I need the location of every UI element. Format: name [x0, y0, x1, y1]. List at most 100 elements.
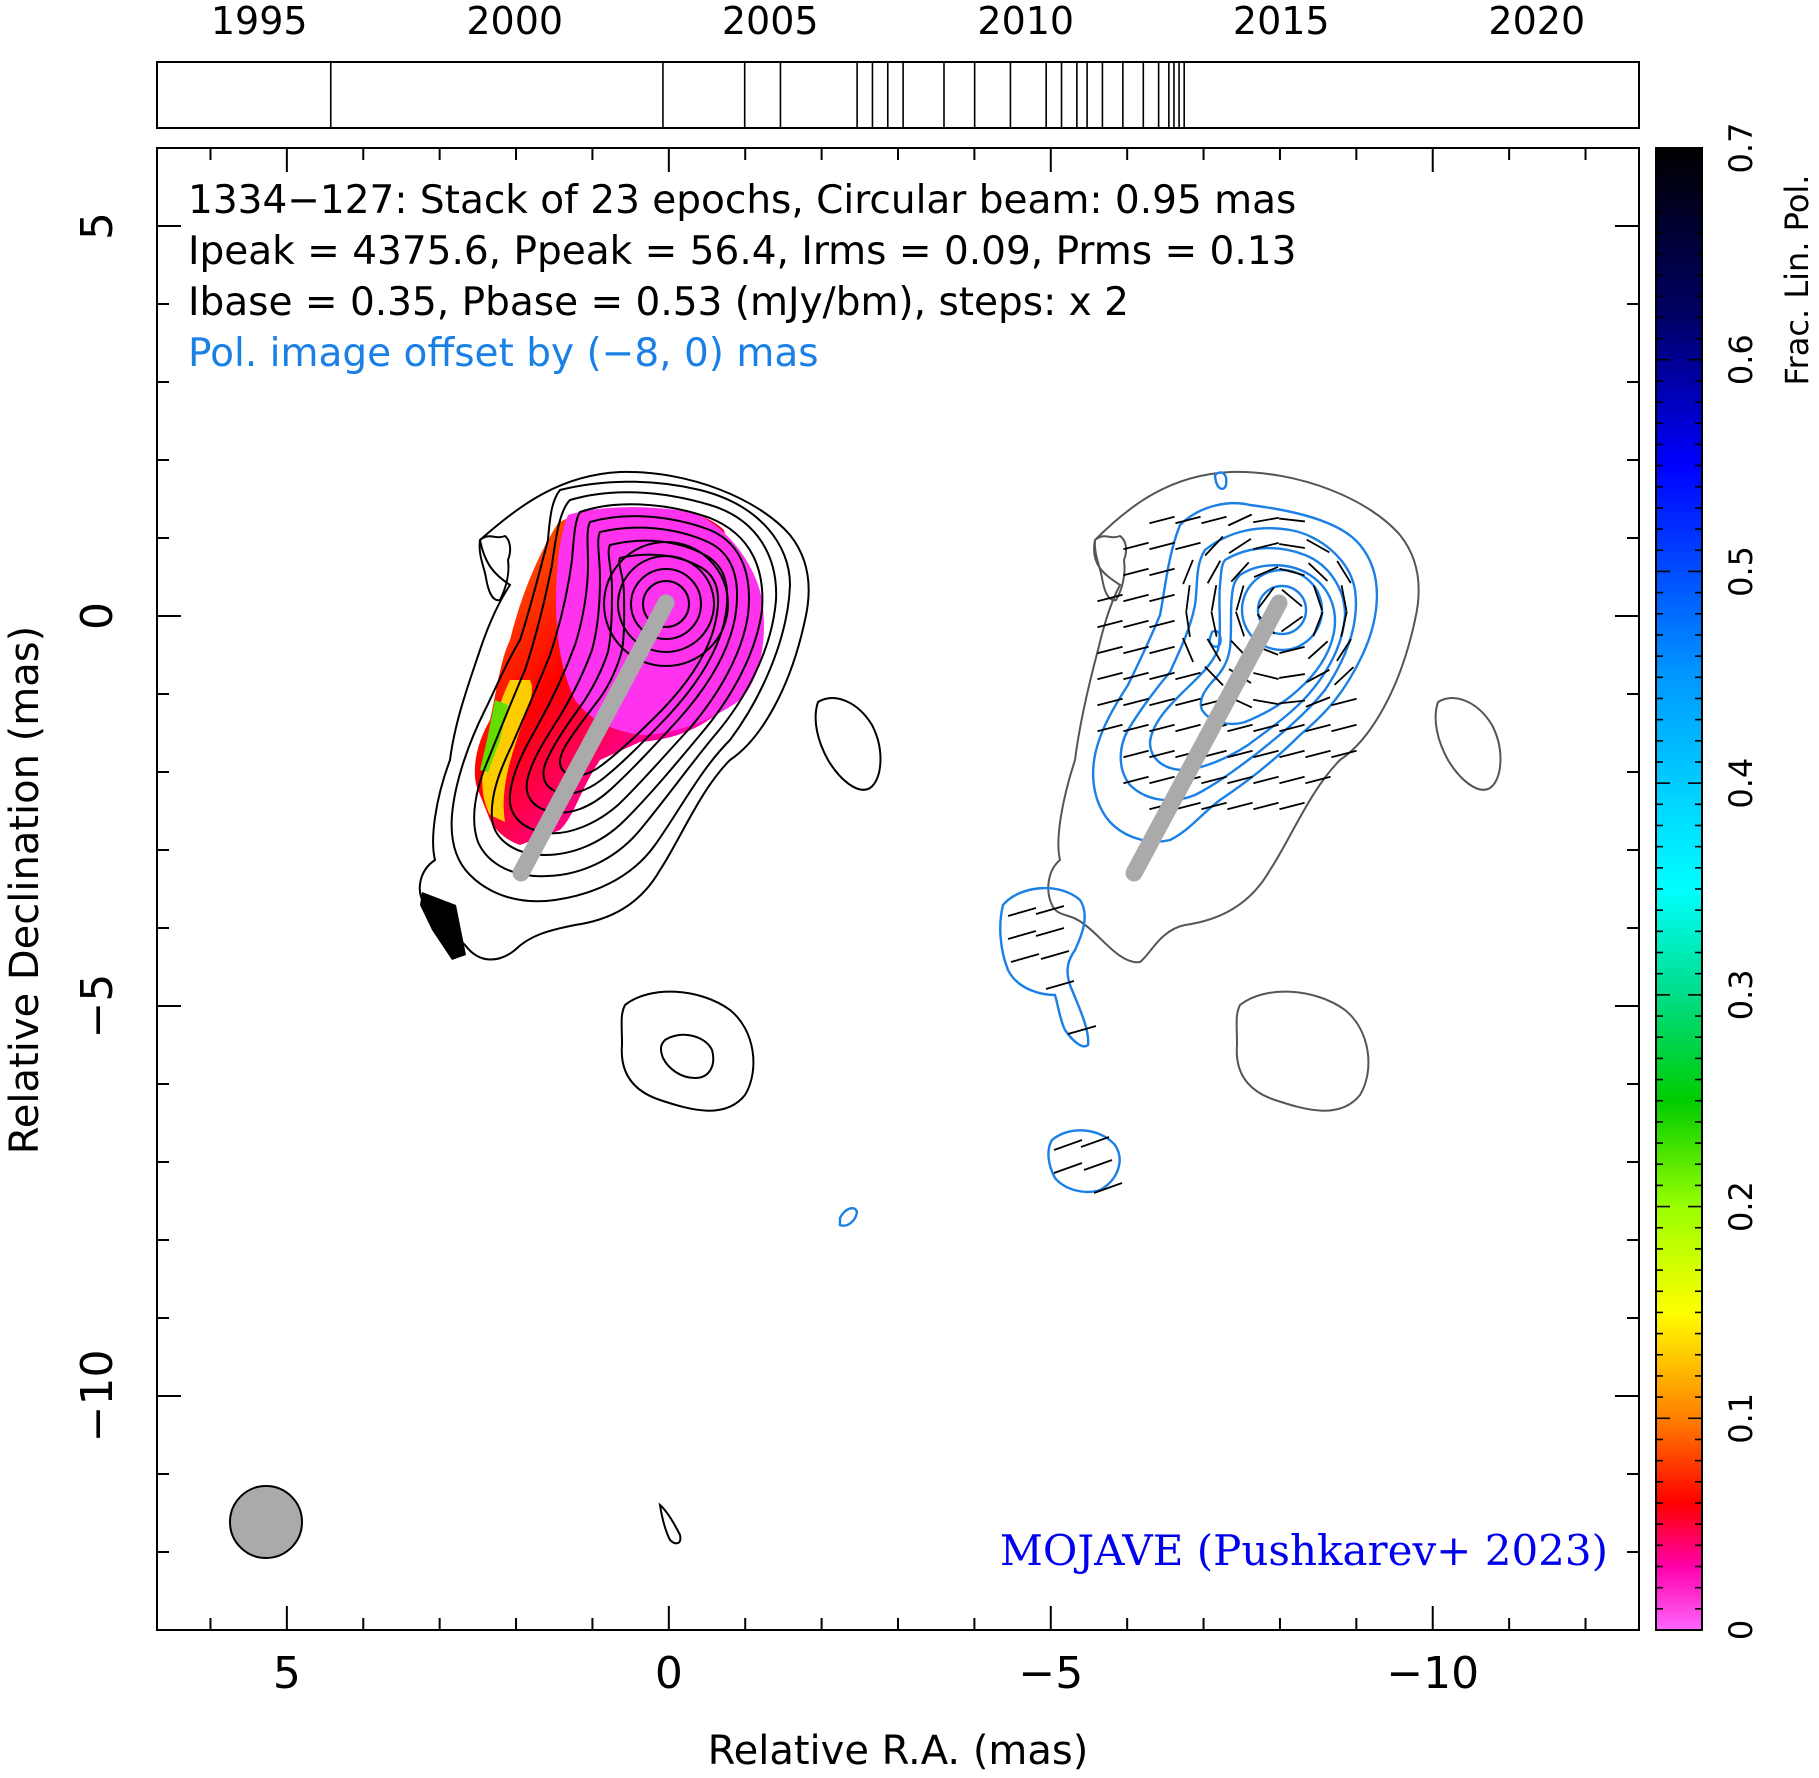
pol-panel-i-east-blob	[1434, 697, 1502, 791]
evpa-tick	[1279, 543, 1305, 549]
evpa-tick	[1149, 645, 1175, 655]
contour-level-6	[525, 526, 739, 814]
evpa-tick	[1149, 593, 1175, 603]
evpa-tick	[1235, 611, 1245, 637]
evpa-tick	[1040, 950, 1070, 960]
evpa-tick	[1175, 697, 1201, 707]
evpa-tick	[1149, 723, 1175, 733]
evpa-tick	[1227, 749, 1253, 759]
evpa-tick	[1278, 699, 1306, 705]
evpa-tick	[1149, 775, 1175, 785]
colorbar-tick-label: 0.2	[1722, 1181, 1760, 1232]
evpa-tick	[1123, 593, 1149, 603]
colorbar-tick-label: 0.5	[1722, 546, 1760, 597]
timeline-tick-label: 2000	[466, 0, 563, 43]
evpa-tick	[1253, 698, 1279, 706]
evpa-tick	[1253, 801, 1279, 811]
evpa-tick	[1253, 775, 1279, 785]
evpa-tick	[1175, 723, 1201, 733]
evpa-tick	[1253, 749, 1279, 759]
contour-core-1	[603, 541, 729, 667]
evpa-tick	[1313, 585, 1323, 611]
evpa-tick	[1149, 541, 1175, 551]
axis-tick-labels: 5 0 −5 −10 5 0 −5 −10	[72, 212, 1479, 1699]
contour-core-4	[642, 580, 690, 628]
evpa-tick	[1175, 515, 1201, 525]
evpa-tick	[1149, 671, 1175, 681]
colorbar-tick-label: 0.7	[1722, 123, 1760, 174]
evpa-tick	[1253, 566, 1279, 578]
colorbar-tick-labels: 0 0.1 0.2 0.3 0.4 0.5 0.6 0.7	[1722, 123, 1760, 1641]
evpa-tick	[1053, 1139, 1083, 1151]
pol-contour-level-4	[1199, 564, 1337, 726]
x-tick-label: 0	[655, 1648, 683, 1699]
evpa-tick	[1067, 1025, 1097, 1035]
contour-northern-lobe	[478, 534, 512, 602]
contour-south-blob-inner	[659, 1033, 715, 1080]
evpa-tick	[1306, 668, 1330, 684]
evpa-tick	[1045, 980, 1075, 990]
colorbar-tick-label: 0.1	[1722, 1393, 1760, 1444]
evpa-tick	[1279, 645, 1305, 655]
frac-pol-region-green	[480, 700, 508, 772]
title-line-2: Ipeak = 4375.6, Ppeak = 56.4, Irms = 0.0…	[188, 229, 1296, 274]
evpa-tick	[1279, 749, 1305, 759]
evpa-tick	[1182, 559, 1194, 585]
evpa-tick	[1305, 775, 1331, 785]
evpa-tick	[1306, 538, 1330, 554]
pol-panel-i-lobe	[1093, 534, 1128, 602]
evpa-tick	[1331, 697, 1357, 707]
evpa-tick	[1201, 801, 1227, 811]
evpa-tick	[1257, 587, 1275, 609]
colorbar-gradient	[1656, 148, 1702, 1630]
evpa-tick	[1227, 513, 1253, 527]
colorbar-label: Frac. Lin. Pol.	[1778, 175, 1816, 386]
evpa-tick	[1123, 723, 1149, 733]
evpa-tick	[1097, 697, 1123, 707]
evpa-tick	[1331, 749, 1357, 759]
contour-core-3	[630, 568, 702, 640]
evpa-tick	[1305, 749, 1331, 759]
evpa-tick	[1080, 1136, 1110, 1148]
evpa-tick	[1123, 697, 1149, 707]
evpa-tick	[1185, 584, 1191, 612]
title-line-3: Ibase = 0.35, Pbase = 0.53 (mJy/bm), ste…	[188, 280, 1129, 325]
colorbar-tick-label: 0	[1722, 1620, 1760, 1640]
evpa-tick	[1097, 619, 1123, 629]
frac-pol-region-black	[420, 892, 466, 960]
axis-ticks	[157, 147, 1639, 1631]
evpa-tick	[1331, 723, 1357, 733]
x-tick-label: 5	[273, 1648, 301, 1699]
evpa-tick	[1278, 517, 1306, 523]
timeline-tick-label: 2010	[977, 0, 1074, 43]
colorbar-tick-label: 0.3	[1722, 969, 1760, 1020]
evpa-tick	[1097, 645, 1123, 655]
evpa-tick	[1123, 541, 1149, 551]
y-tick-label: 0	[72, 602, 123, 630]
contour-core-2	[617, 555, 715, 653]
evpa-tick	[1279, 723, 1305, 733]
evpa-tick	[1279, 567, 1305, 577]
evpa-ticks	[1007, 513, 1357, 1194]
evpa-tick	[1149, 697, 1175, 707]
evpa-tick	[1035, 905, 1065, 915]
beam-ellipse	[229, 1485, 303, 1559]
y-tick-label: −10	[72, 1350, 123, 1443]
contour-south-speck	[658, 1502, 682, 1545]
contour-east-blob	[814, 697, 882, 791]
evpa-tick	[1204, 666, 1224, 686]
evpa-tick	[1149, 749, 1175, 759]
evpa-tick	[1093, 1182, 1123, 1194]
timeline-frame	[156, 61, 1640, 129]
evpa-tick	[1083, 1159, 1113, 1171]
evpa-tick	[1227, 801, 1253, 811]
pol-panel-i-outer	[1047, 470, 1420, 964]
x-tick-label: −10	[1386, 1648, 1479, 1699]
timeline-labels: 1995 2000 2005 2010 2015 2020	[211, 0, 1585, 43]
evpa-tick	[1123, 645, 1149, 655]
evpa-tick	[1175, 801, 1201, 811]
evpa-tick	[1279, 775, 1305, 785]
evpa-tick	[1206, 560, 1222, 584]
evpa-tick	[1149, 619, 1175, 629]
